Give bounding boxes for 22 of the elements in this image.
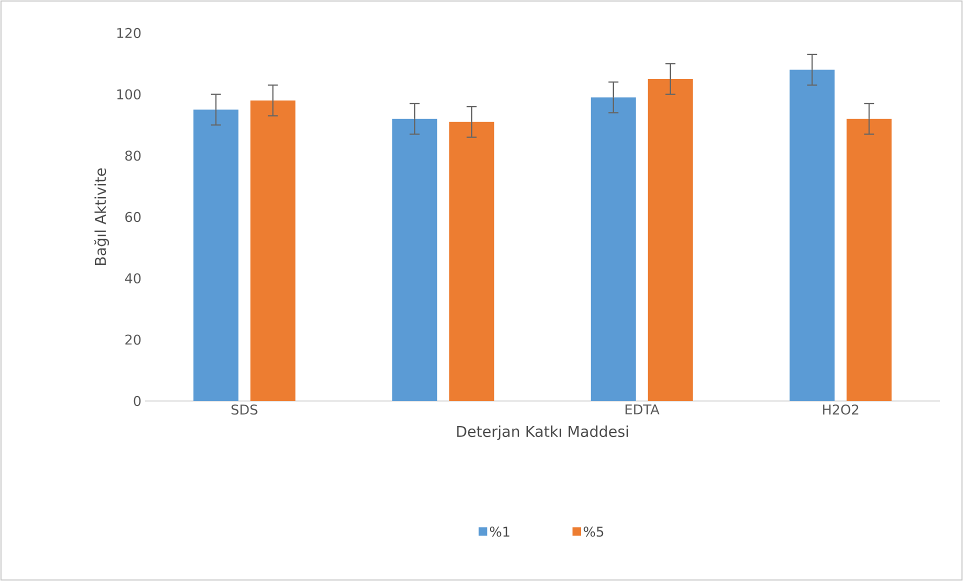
y-tick-label: 100 — [117, 89, 141, 100]
bar — [846, 118, 892, 401]
y-axis-title: Bağıl Aktivite — [94, 168, 109, 265]
x-tick-label: EDTA — [626, 404, 660, 414]
y-tick-label: 60 — [125, 212, 141, 222]
y-tick-label: 40 — [125, 273, 141, 284]
y-tick-label: 20 — [125, 334, 141, 345]
bar — [648, 78, 693, 401]
legend-label: %1 — [490, 526, 510, 537]
bar — [449, 122, 494, 401]
y-tick-label: 0 — [134, 396, 141, 406]
legend-label: %5 — [584, 526, 604, 537]
bar — [590, 97, 636, 401]
bar — [193, 110, 238, 401]
x-tick-label: H2O2 — [823, 404, 858, 415]
bar — [392, 118, 438, 401]
bar — [250, 100, 296, 401]
x-axis-title: Deterjan Katkı Maddesi — [457, 426, 628, 440]
y-tick-label: 120 — [117, 28, 141, 38]
x-tick-label: SDS — [232, 404, 258, 415]
y-tick-label: 80 — [125, 150, 141, 161]
bar — [790, 70, 835, 401]
